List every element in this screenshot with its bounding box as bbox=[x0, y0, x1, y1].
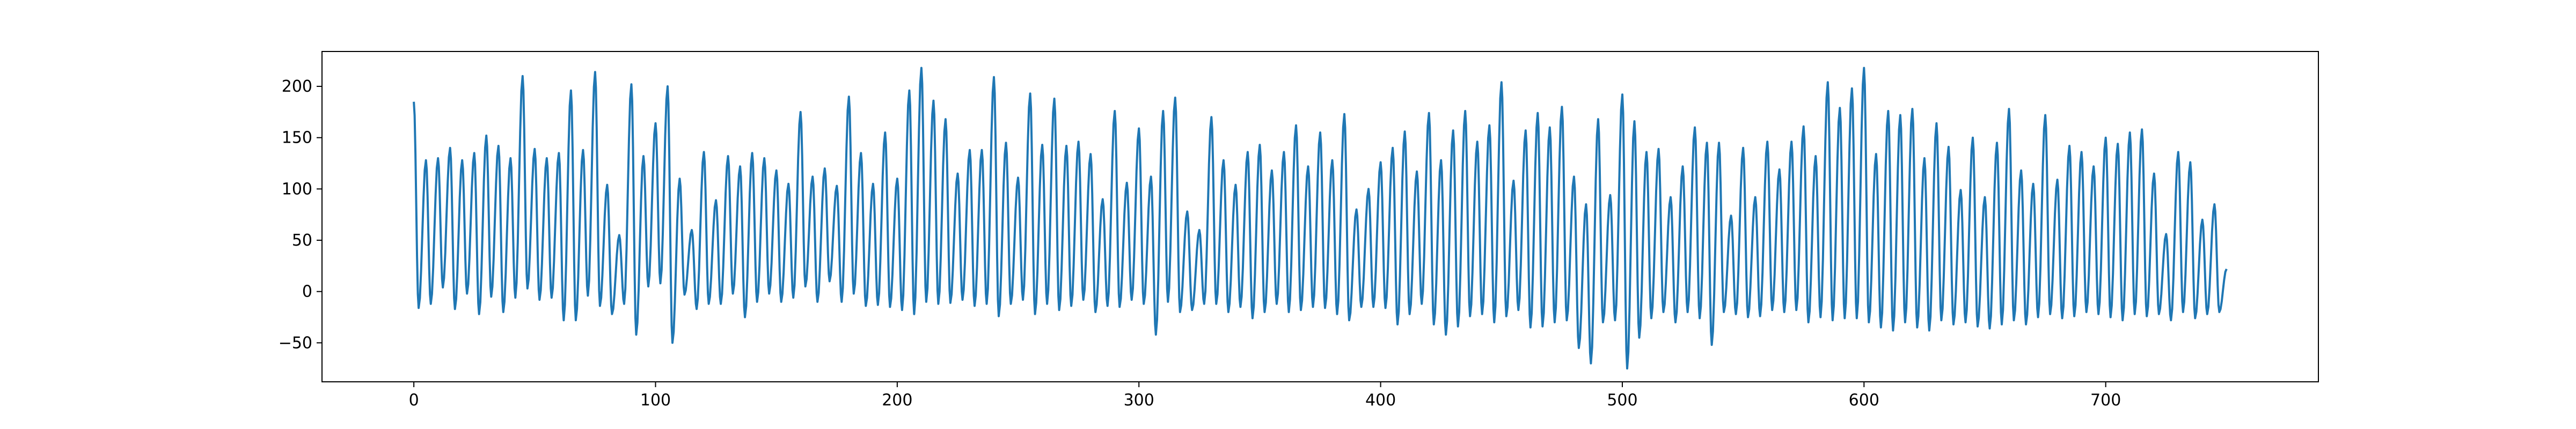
y-tick-label: 100 bbox=[282, 180, 312, 198]
series-layer bbox=[413, 66, 2228, 370]
series-line bbox=[413, 66, 2228, 370]
plot-frame bbox=[321, 51, 2319, 382]
x-tick-label: 200 bbox=[882, 391, 912, 410]
x-axis: 0 100 200 300 400 500 600 700 bbox=[409, 382, 2121, 410]
y-tick-label: −50 bbox=[279, 334, 312, 352]
x-tick-label: 600 bbox=[1849, 391, 1879, 410]
x-tick-label: 100 bbox=[640, 391, 671, 410]
y-tick-label: 150 bbox=[282, 129, 312, 147]
x-tick-label: 0 bbox=[409, 391, 419, 410]
x-tick-label: 300 bbox=[1124, 391, 1154, 410]
x-tick-label: 700 bbox=[2090, 391, 2121, 410]
y-tick-label: 200 bbox=[282, 77, 312, 96]
y-tick-label: 0 bbox=[302, 283, 312, 301]
x-tick-label: 400 bbox=[1365, 391, 1396, 410]
y-tick-label: 50 bbox=[292, 231, 312, 250]
x-tick-label: 500 bbox=[1607, 391, 1637, 410]
y-axis: −50 0 50 100 150 200 bbox=[279, 77, 322, 352]
